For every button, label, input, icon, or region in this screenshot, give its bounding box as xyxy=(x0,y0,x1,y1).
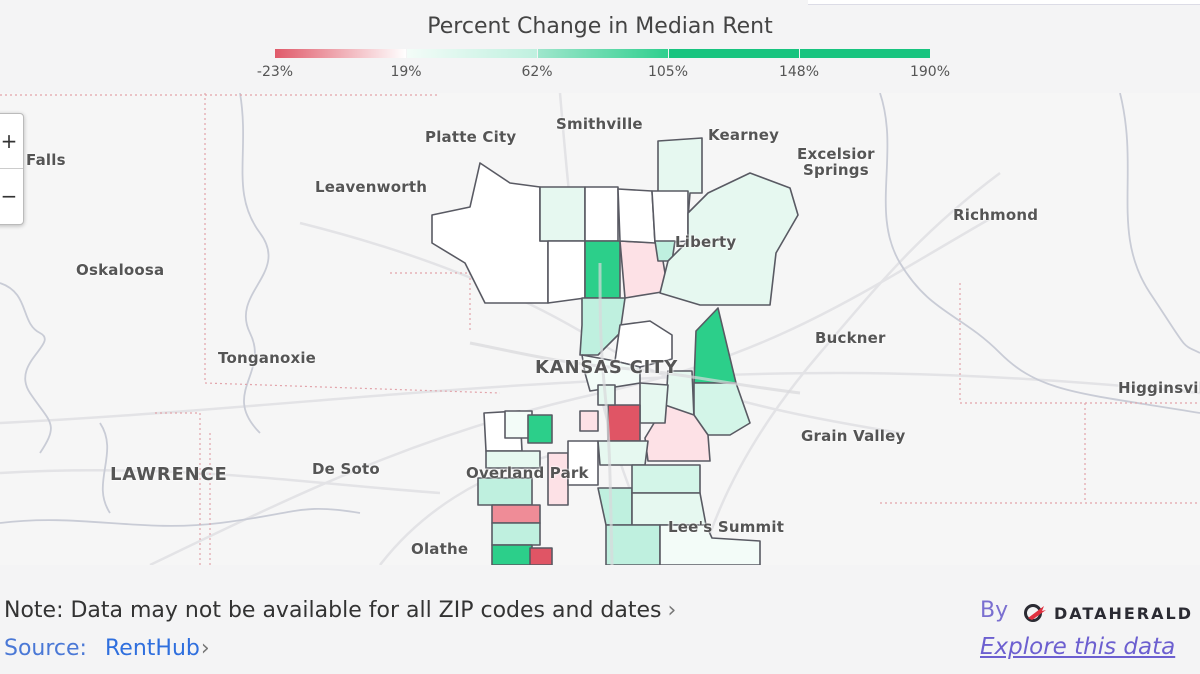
source-link[interactable]: RentHub› xyxy=(105,636,210,661)
zip-region[interactable] xyxy=(659,172,799,306)
legend-segment xyxy=(669,49,799,58)
legend-title: Percent Change in Median Rent xyxy=(427,14,773,39)
zip-region[interactable] xyxy=(491,504,541,524)
zip-region[interactable] xyxy=(579,410,599,432)
zip-code-regions[interactable] xyxy=(431,137,799,565)
county-borders xyxy=(0,93,1200,565)
source-name: RentHub xyxy=(105,636,200,661)
place-label: Excelsior xyxy=(797,145,875,163)
zip-region[interactable] xyxy=(485,450,541,469)
place-label: Tonganoxie xyxy=(218,349,317,367)
footer xyxy=(0,565,1200,674)
dataherald-logo-icon xyxy=(1024,604,1046,622)
place-label: Falls xyxy=(26,151,66,169)
zoom-control: + − xyxy=(0,113,24,225)
zip-region[interactable] xyxy=(567,440,599,486)
zip-region[interactable] xyxy=(584,240,621,299)
zip-region[interactable] xyxy=(617,188,656,244)
legend-tick: 148% xyxy=(778,64,820,80)
place-label: Overland Park xyxy=(466,464,589,482)
legend-segment xyxy=(538,49,668,58)
chevron-right-icon: › xyxy=(200,636,210,661)
data-note-text: Note: Data may not be available for all … xyxy=(4,598,662,623)
zip-region[interactable] xyxy=(639,382,669,424)
zip-region[interactable] xyxy=(477,477,533,506)
place-label: Oskaloosa xyxy=(76,261,165,279)
source-label: Source: xyxy=(4,636,87,661)
place-label: LAWRENCE xyxy=(110,464,228,485)
zip-region[interactable] xyxy=(579,297,626,356)
place-label: Richmond xyxy=(953,206,1039,224)
place-label: Springs xyxy=(803,161,869,179)
choropleth-map[interactable]: + − Falls Platte City Smithville Kearney Exc… xyxy=(0,93,1200,565)
legend-segment xyxy=(275,49,406,58)
chevron-right-icon: › xyxy=(667,598,677,623)
zip-region[interactable] xyxy=(491,544,533,565)
zip-region[interactable] xyxy=(539,186,586,242)
legend-tick: 62% xyxy=(521,64,553,80)
place-label: Leavenworth xyxy=(315,178,428,196)
zip-region[interactable] xyxy=(597,487,633,526)
zip-region[interactable] xyxy=(597,440,649,466)
explore-data-link[interactable]: Explore this data xyxy=(980,634,1176,660)
brand-logo[interactable]: DATAHERALD xyxy=(1022,603,1193,623)
legend-segment xyxy=(800,49,930,58)
zip-region[interactable] xyxy=(431,162,549,304)
place-label: Buckner xyxy=(815,329,886,347)
place-label: Lee's Summit xyxy=(668,518,785,536)
legend-tick: 19% xyxy=(390,64,422,80)
legend-panel: Percent Change in Median Rent -23% 19% 62%… xyxy=(0,0,1200,93)
zip-region[interactable] xyxy=(631,464,701,494)
place-label: Platte City xyxy=(425,128,517,146)
place-label: Grain Valley xyxy=(801,427,906,445)
map-canvas[interactable] xyxy=(0,93,1200,565)
legend-tick: 105% xyxy=(647,64,689,80)
top-divider xyxy=(808,0,1200,5)
place-label: Olathe xyxy=(411,540,469,558)
zip-region[interactable] xyxy=(605,524,661,565)
zip-region[interactable] xyxy=(547,452,569,506)
brand-name: DATAHERALD xyxy=(1054,603,1193,623)
place-label: KANSAS CITY xyxy=(535,357,679,378)
zip-region[interactable] xyxy=(693,307,737,384)
zip-region[interactable] xyxy=(607,404,641,442)
place-label: Higginsvil xyxy=(1118,379,1200,397)
zip-region[interactable] xyxy=(547,240,586,304)
interstate-highways xyxy=(469,262,801,565)
legend-tick: -23% xyxy=(256,64,294,80)
zip-region[interactable] xyxy=(491,522,541,546)
zoom-in-button[interactable]: + xyxy=(0,114,23,169)
zip-region[interactable] xyxy=(529,547,553,565)
rivers xyxy=(0,93,1200,527)
place-label: Smithville xyxy=(556,115,643,133)
zip-region[interactable] xyxy=(527,414,553,444)
zip-region[interactable] xyxy=(659,524,761,565)
place-label: Liberty xyxy=(675,233,737,251)
place-label: Kearney xyxy=(708,126,780,144)
zoom-out-button[interactable]: − xyxy=(0,184,18,208)
by-label: By xyxy=(980,598,1009,623)
legend-segment xyxy=(407,49,537,58)
data-note[interactable]: Note: Data may not be available for all … xyxy=(4,598,676,623)
zip-region[interactable] xyxy=(584,186,619,242)
legend-tick: 190% xyxy=(909,64,951,80)
place-label: De Soto xyxy=(312,460,380,478)
